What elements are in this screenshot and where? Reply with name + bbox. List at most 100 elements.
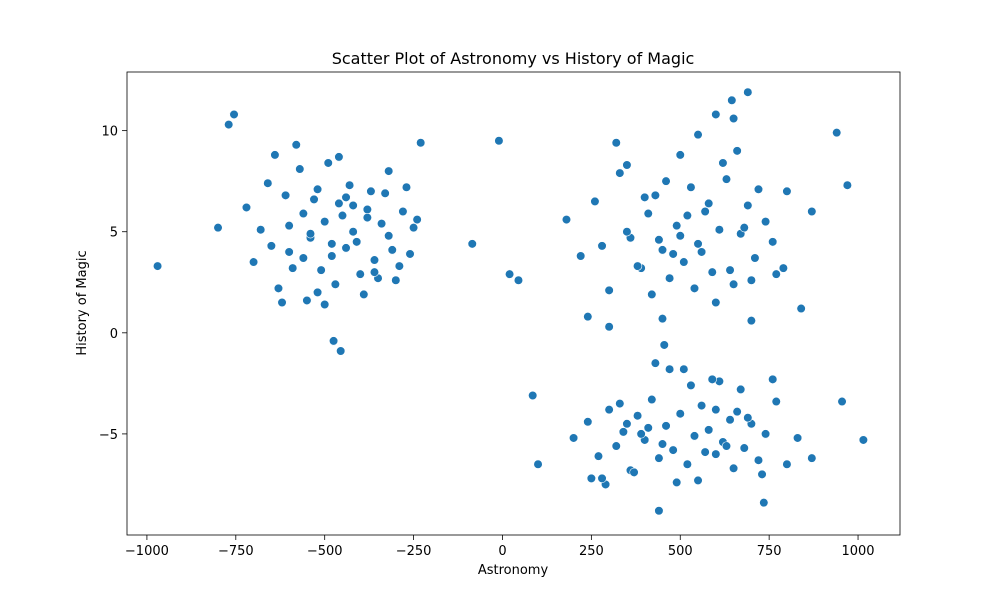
point: [330, 279, 340, 289]
y-tick-label: 5: [110, 226, 118, 241]
point: [657, 314, 668, 324]
point: [753, 455, 764, 465]
point: [647, 289, 657, 300]
point: [760, 217, 771, 227]
point: [248, 257, 259, 267]
point: [732, 407, 742, 417]
point: [394, 261, 404, 271]
point: [344, 180, 355, 190]
chart-title: Scatter Plot of Astronomy vs History of …: [332, 49, 695, 68]
point: [256, 225, 266, 235]
point: [746, 275, 756, 285]
point: [689, 431, 700, 441]
point: [328, 336, 339, 346]
point: [679, 257, 689, 267]
point: [312, 287, 323, 297]
point: [412, 214, 422, 225]
point: [675, 150, 685, 160]
point: [376, 219, 387, 229]
point: [597, 473, 607, 483]
point: [696, 247, 707, 257]
point: [632, 411, 643, 421]
point: [408, 223, 419, 233]
plot-frame: [126, 71, 901, 536]
point: [632, 261, 643, 271]
point: [384, 231, 394, 241]
point: [707, 267, 717, 277]
point: [288, 263, 298, 273]
point: [693, 239, 703, 249]
point: [693, 130, 703, 140]
point: [778, 263, 788, 273]
point: [858, 435, 868, 445]
point: [369, 255, 380, 265]
point: [643, 423, 653, 433]
point: [398, 206, 408, 217]
point: [280, 190, 291, 200]
point: [348, 200, 358, 211]
point: [405, 249, 415, 259]
point: [359, 289, 369, 300]
point: [593, 451, 604, 461]
point: [263, 178, 273, 188]
point: [337, 210, 348, 221]
point: [597, 241, 607, 251]
point: [696, 401, 707, 411]
point: [213, 223, 223, 233]
point: [277, 297, 287, 308]
point: [467, 239, 477, 249]
point: [686, 182, 696, 192]
point: [401, 182, 412, 192]
point: [284, 247, 294, 257]
point: [615, 168, 625, 178]
point: [583, 417, 593, 427]
point: [721, 174, 732, 184]
point: [693, 475, 703, 486]
point: [391, 275, 401, 285]
point: [700, 206, 710, 217]
point: [718, 158, 728, 168]
point: [320, 217, 330, 227]
point: [284, 221, 294, 231]
point: [309, 194, 319, 204]
point: [679, 364, 689, 374]
y-tick-label: 10: [101, 125, 118, 140]
point: [266, 241, 276, 251]
point: [668, 445, 678, 455]
point: [725, 265, 735, 275]
point: [796, 303, 806, 314]
point: [782, 186, 792, 196]
point: [757, 469, 767, 479]
point: [771, 396, 781, 407]
point: [504, 269, 515, 279]
point: [672, 221, 682, 231]
point: [768, 237, 778, 247]
point: [622, 419, 632, 429]
x-tick-label: −1000: [125, 544, 169, 559]
point: [664, 364, 675, 374]
point: [753, 184, 764, 194]
point: [618, 427, 628, 437]
point: [416, 138, 426, 148]
point: [739, 443, 749, 453]
y-tick-label: 0: [110, 327, 118, 342]
point: [568, 433, 579, 443]
point: [837, 396, 847, 407]
point: [711, 449, 721, 459]
point: [604, 405, 614, 415]
point: [807, 453, 817, 463]
point: [369, 267, 380, 277]
point: [743, 87, 753, 97]
point: [647, 394, 657, 405]
point: [316, 265, 326, 275]
point: [711, 405, 721, 415]
point: [728, 463, 739, 473]
point: [636, 429, 646, 439]
point: [832, 128, 842, 138]
point: [513, 275, 524, 285]
x-tick-label: 0: [498, 544, 506, 559]
point: [327, 251, 337, 261]
point: [682, 459, 692, 469]
point: [590, 196, 600, 206]
